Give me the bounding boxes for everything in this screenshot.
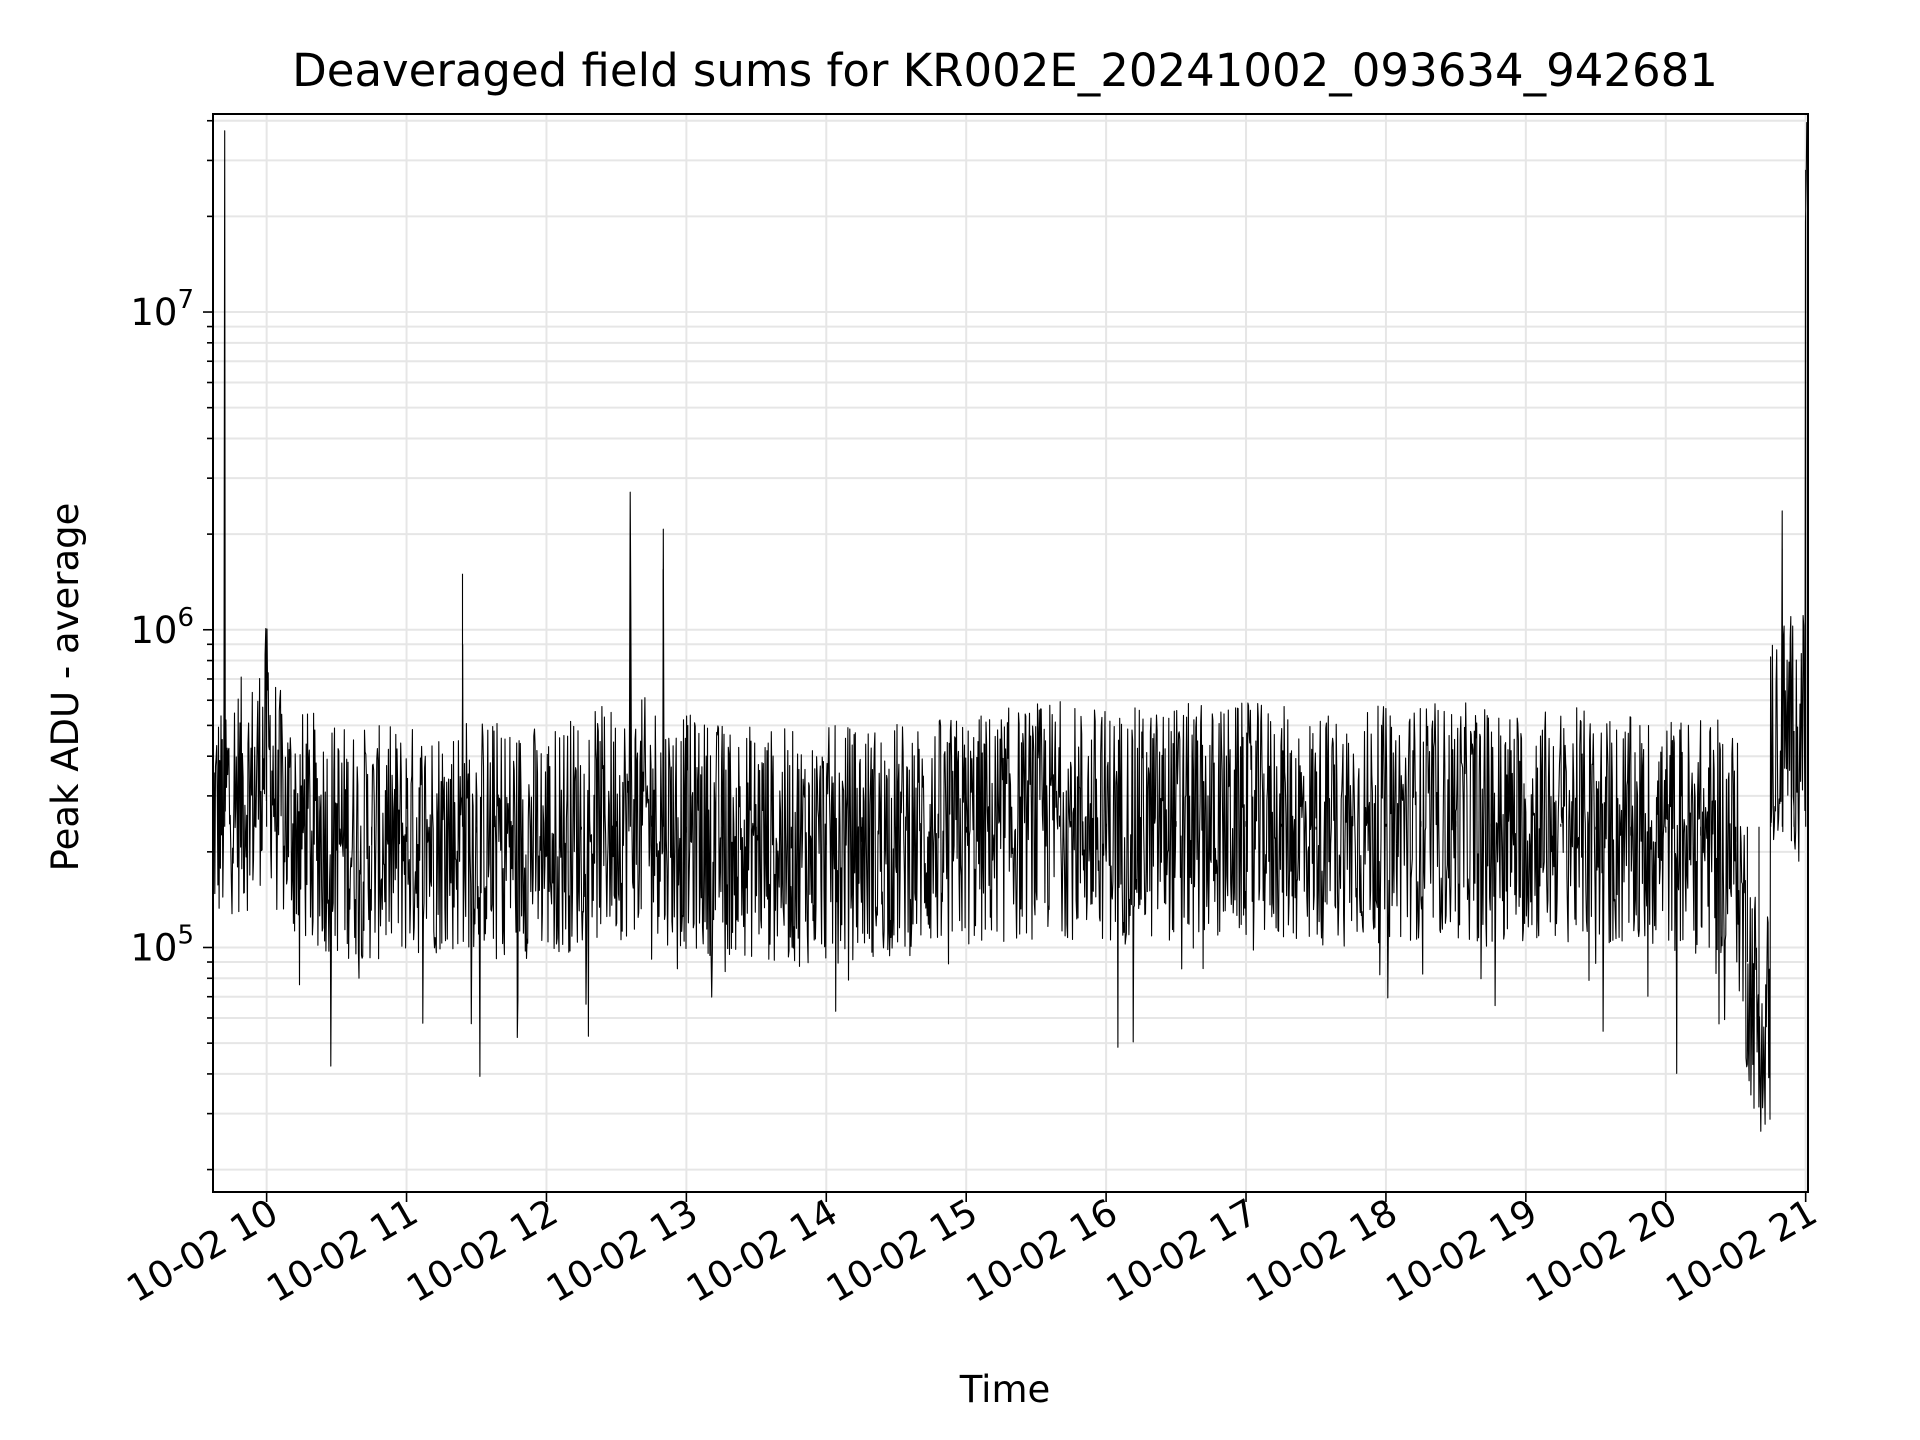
x-axis-label: Time xyxy=(959,1368,1051,1411)
y-axis-label: Peak ADU - average xyxy=(44,503,87,872)
y-tick-label: 105 xyxy=(130,920,194,969)
x-tick-label: 10-02 21 xyxy=(1659,1191,1825,1311)
x-tick-label: 10-02 12 xyxy=(399,1191,565,1311)
chart-title: Deaveraged field sums for KR002E_2024100… xyxy=(292,44,1718,97)
y-tick-label: 106 xyxy=(130,603,194,652)
y-axis: 105 106 107 xyxy=(130,119,213,1171)
x-tick-label: 10-02 14 xyxy=(679,1191,845,1311)
x-tick-label: 10-02 20 xyxy=(1519,1191,1685,1311)
plot-frame xyxy=(212,113,1809,1193)
x-tick-label: 10-02 13 xyxy=(539,1191,705,1311)
grid xyxy=(213,114,1808,1192)
series-line xyxy=(213,114,1808,1132)
x-tick-label: 10-02 16 xyxy=(959,1191,1125,1311)
x-tick-label: 10-02 17 xyxy=(1099,1191,1265,1311)
x-tick-label: 10-02 19 xyxy=(1379,1191,1545,1311)
x-tick-label: 10-02 11 xyxy=(259,1191,425,1311)
y-tick-label: 107 xyxy=(130,285,194,334)
x-tick-label: 10-02 15 xyxy=(819,1191,985,1311)
plot-area xyxy=(213,114,1808,1132)
x-tick-label: 10-02 18 xyxy=(1239,1191,1405,1311)
x-tick-label: 10-02 10 xyxy=(120,1191,286,1311)
